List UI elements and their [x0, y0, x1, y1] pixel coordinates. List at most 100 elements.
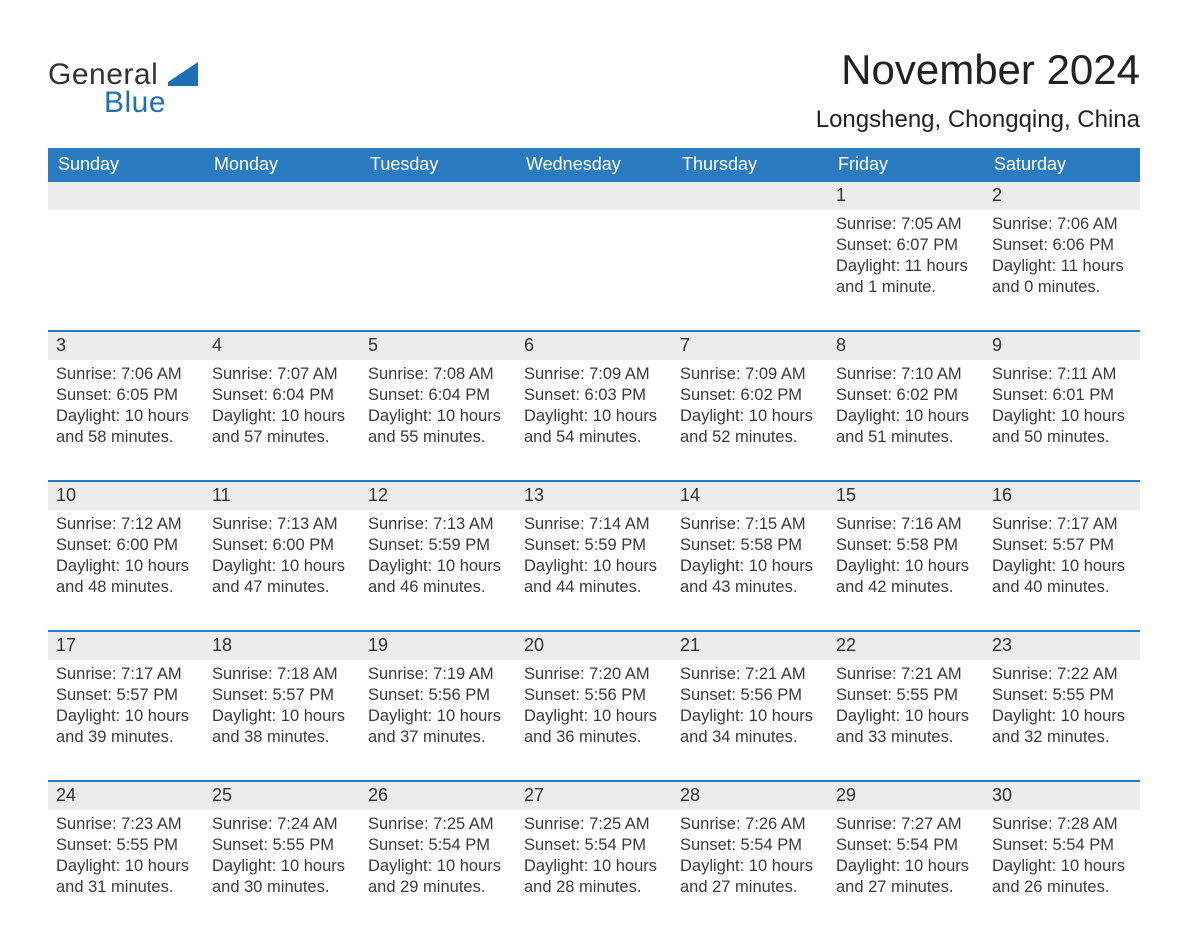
week-body-row: Sunrise: 7:05 AMSunset: 6:07 PM Daylight:…: [48, 210, 1140, 330]
sunrise-line: Sunrise: 7:21 AM: [836, 664, 976, 685]
dow-monday: Monday: [204, 148, 360, 182]
sunrise-line: Sunrise: 7:15 AM: [680, 514, 820, 535]
sunset-line: Sunset: 5:54 PM: [680, 835, 820, 856]
daylight-line: Daylight: 11 hours and 0 minutes.: [992, 256, 1132, 298]
daylight-line: Daylight: 10 hours and 36 minutes.: [524, 706, 664, 748]
calendar-body: 12 Sunrise: 7:05 AMSunset: 6:07 PM Dayligh…: [48, 182, 1140, 930]
sunrise-line: Sunrise: 7:12 AM: [56, 514, 196, 535]
day-number: 1: [828, 182, 984, 210]
sunrise-line: Sunrise: 7:17 AM: [992, 514, 1132, 535]
day-number: 18: [204, 632, 360, 660]
week-daynum-row: 17181920212223: [48, 630, 1140, 660]
day-cell: Sunrise: 7:18 AMSunset: 5:57 PMDaylight:…: [204, 660, 360, 780]
sunset-line: Sunset: 6:01 PM: [992, 385, 1132, 406]
day-number: 7: [672, 332, 828, 360]
sunset-line: Sunset: 5:54 PM: [992, 835, 1132, 856]
day-cell-empty: [360, 210, 516, 330]
week-daynum-row: 3456789: [48, 330, 1140, 360]
sunrise-line: Sunrise: 7:06 AM: [992, 214, 1132, 235]
day-number: 2: [984, 182, 1140, 210]
daylight-line: Daylight: 10 hours and 51 minutes.: [836, 406, 976, 448]
daylight-line: Daylight: 10 hours and 57 minutes.: [212, 406, 352, 448]
day-number: 17: [48, 632, 204, 660]
day-number: 25: [204, 782, 360, 810]
dow-friday: Friday: [828, 148, 984, 182]
day-number: 13: [516, 482, 672, 510]
sunset-line: Sunset: 5:57 PM: [56, 685, 196, 706]
sunset-line: Sunset: 5:56 PM: [680, 685, 820, 706]
day-cell: Sunrise: 7:20 AMSunset: 5:56 PMDaylight:…: [516, 660, 672, 780]
sunset-line: Sunset: 5:56 PM: [368, 685, 508, 706]
day-number-empty: [672, 182, 828, 210]
daylight-line: Daylight: 10 hours and 39 minutes.: [56, 706, 196, 748]
sunset-line: Sunset: 6:04 PM: [212, 385, 352, 406]
sunrise-line: Sunrise: 7:06 AM: [56, 364, 196, 385]
sunset-line: Sunset: 6:07 PM: [836, 235, 976, 256]
daylight-line: Daylight: 10 hours and 46 minutes.: [368, 556, 508, 598]
sunrise-line: Sunrise: 7:21 AM: [680, 664, 820, 685]
daylight-line: Daylight: 10 hours and 32 minutes.: [992, 706, 1132, 748]
sunrise-line: Sunrise: 7:19 AM: [368, 664, 508, 685]
daylight-line: Daylight: 10 hours and 50 minutes.: [992, 406, 1132, 448]
location-subtitle: Longsheng, Chongqing, China: [816, 106, 1140, 134]
day-number: 12: [360, 482, 516, 510]
day-number: 23: [984, 632, 1140, 660]
sunset-line: Sunset: 5:59 PM: [524, 535, 664, 556]
sunrise-line: Sunrise: 7:26 AM: [680, 814, 820, 835]
day-cell-empty: [48, 210, 204, 330]
daylight-line: Daylight: 10 hours and 30 minutes.: [212, 856, 352, 898]
dow-wednesday: Wednesday: [516, 148, 672, 182]
daylight-line: Daylight: 10 hours and 28 minutes.: [524, 856, 664, 898]
day-cell-empty: [516, 210, 672, 330]
day-cell: Sunrise: 7:22 AMSunset: 5:55 PMDaylight:…: [984, 660, 1140, 780]
sunset-line: Sunset: 5:54 PM: [524, 835, 664, 856]
sunset-line: Sunset: 5:58 PM: [680, 535, 820, 556]
sunset-line: Sunset: 6:02 PM: [836, 385, 976, 406]
day-number-empty: [516, 182, 672, 210]
day-cell: Sunrise: 7:09 AMSunset: 6:03 PMDaylight:…: [516, 360, 672, 480]
header: General Blue November 2024 Longsheng, Ch…: [48, 48, 1140, 134]
sunset-line: Sunset: 5:55 PM: [836, 685, 976, 706]
day-number: 8: [828, 332, 984, 360]
day-cell: Sunrise: 7:17 AMSunset: 5:57 PMDaylight:…: [984, 510, 1140, 630]
day-number: 28: [672, 782, 828, 810]
day-number: 21: [672, 632, 828, 660]
sunrise-line: Sunrise: 7:05 AM: [836, 214, 976, 235]
sunrise-line: Sunrise: 7:23 AM: [56, 814, 196, 835]
week-body-row: Sunrise: 7:12 AMSunset: 6:00 PMDaylight:…: [48, 510, 1140, 630]
week-body-row: Sunrise: 7:06 AMSunset: 6:05 PMDaylight:…: [48, 360, 1140, 480]
sunrise-line: Sunrise: 7:16 AM: [836, 514, 976, 535]
day-of-week-header-row: SundayMondayTuesdayWednesdayThursdayFrid…: [48, 148, 1140, 182]
day-cell: Sunrise: 7:25 AMSunset: 5:54 PMDaylight:…: [360, 810, 516, 930]
daylight-line: Daylight: 10 hours and 58 minutes.: [56, 406, 196, 448]
page: General Blue November 2024 Longsheng, Ch…: [0, 0, 1188, 918]
sunset-line: Sunset: 5:57 PM: [212, 685, 352, 706]
month-title: November 2024: [816, 48, 1140, 92]
sunrise-line: Sunrise: 7:11 AM: [992, 364, 1132, 385]
daylight-line: Daylight: 10 hours and 42 minutes.: [836, 556, 976, 598]
day-cell: Sunrise: 7:13 AMSunset: 5:59 PMDaylight:…: [360, 510, 516, 630]
title-block: November 2024 Longsheng, Chongqing, Chin…: [816, 48, 1140, 134]
sunset-line: Sunset: 6:04 PM: [368, 385, 508, 406]
day-number: 20: [516, 632, 672, 660]
day-number: 30: [984, 782, 1140, 810]
day-number-empty: [48, 182, 204, 210]
day-number: 14: [672, 482, 828, 510]
daylight-line: Daylight: 10 hours and 27 minutes.: [836, 856, 976, 898]
calendar: SundayMondayTuesdayWednesdayThursdayFrid…: [48, 148, 1140, 930]
day-cell: Sunrise: 7:17 AMSunset: 5:57 PMDaylight:…: [48, 660, 204, 780]
day-number: 9: [984, 332, 1140, 360]
day-cell: Sunrise: 7:15 AMSunset: 5:58 PMDaylight:…: [672, 510, 828, 630]
sunset-line: Sunset: 5:58 PM: [836, 535, 976, 556]
sunrise-line: Sunrise: 7:09 AM: [524, 364, 664, 385]
sunset-line: Sunset: 5:54 PM: [368, 835, 508, 856]
day-cell: Sunrise: 7:13 AMSunset: 6:00 PMDaylight:…: [204, 510, 360, 630]
sunset-line: Sunset: 5:59 PM: [368, 535, 508, 556]
sunset-line: Sunset: 6:02 PM: [680, 385, 820, 406]
sunrise-line: Sunrise: 7:28 AM: [992, 814, 1132, 835]
week-body-row: Sunrise: 7:17 AMSunset: 5:57 PMDaylight:…: [48, 660, 1140, 780]
day-cell: Sunrise: 7:06 AMSunset: 6:05 PMDaylight:…: [48, 360, 204, 480]
sunset-line: Sunset: 5:55 PM: [992, 685, 1132, 706]
day-cell: Sunrise: 7:24 AMSunset: 5:55 PMDaylight:…: [204, 810, 360, 930]
sunrise-line: Sunrise: 7:25 AM: [368, 814, 508, 835]
